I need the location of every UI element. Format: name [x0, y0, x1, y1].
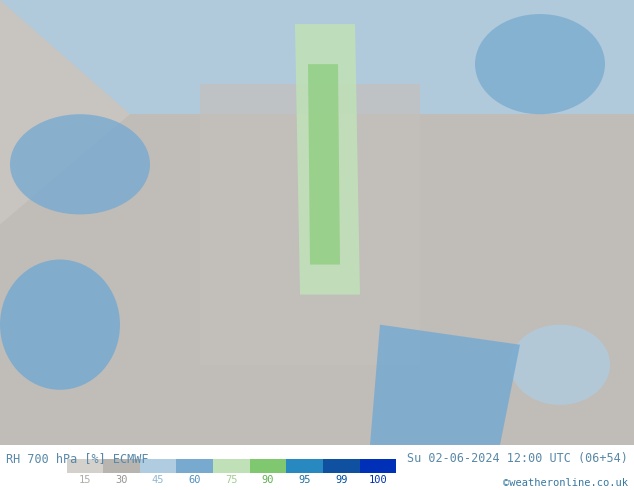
Text: ©weatheronline.co.uk: ©weatheronline.co.uk [503, 478, 628, 488]
Ellipse shape [475, 14, 605, 114]
Text: RH 700 hPa [%] ECMWF: RH 700 hPa [%] ECMWF [6, 452, 149, 465]
Ellipse shape [10, 114, 150, 215]
Polygon shape [0, 0, 130, 224]
Text: 15: 15 [79, 475, 91, 485]
Bar [67, 459, 103, 473]
FancyBboxPatch shape [0, 0, 634, 114]
Bar [103, 459, 140, 473]
Text: 100: 100 [368, 475, 387, 485]
Text: 75: 75 [225, 475, 238, 485]
Polygon shape [295, 24, 360, 294]
Text: 95: 95 [299, 475, 311, 485]
Text: Su 02-06-2024 12:00 UTC (06+54): Su 02-06-2024 12:00 UTC (06+54) [407, 452, 628, 465]
Text: 30: 30 [115, 475, 128, 485]
Text: 99: 99 [335, 475, 347, 485]
Ellipse shape [510, 325, 610, 405]
Bar [359, 459, 396, 473]
Text: 60: 60 [188, 475, 201, 485]
Polygon shape [370, 325, 520, 445]
Text: 45: 45 [152, 475, 164, 485]
Polygon shape [308, 64, 340, 265]
Bar [287, 459, 323, 473]
Ellipse shape [0, 260, 120, 390]
Text: 90: 90 [262, 475, 275, 485]
Bar [323, 459, 359, 473]
Bar [213, 459, 250, 473]
Bar [176, 459, 213, 473]
Bar [140, 459, 176, 473]
Polygon shape [200, 84, 420, 365]
Bar [250, 459, 287, 473]
